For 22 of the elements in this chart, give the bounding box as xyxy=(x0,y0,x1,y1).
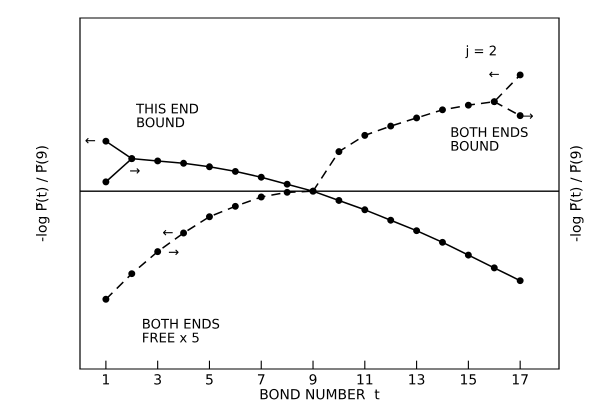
text: BOTH ENDS FREE x 5 xyxy=(143,318,220,343)
x-tick-label: 7 xyxy=(258,374,264,384)
text: j = 2 xyxy=(465,45,496,58)
annotation: ← xyxy=(163,230,173,236)
x-tick-label: 13 xyxy=(409,374,424,385)
x-tick-label: 17 xyxy=(512,374,528,384)
annotation: ← xyxy=(489,72,499,78)
x-tick-label: 11 xyxy=(358,374,372,384)
annotation: → xyxy=(168,250,179,256)
x-tick-label: 3 xyxy=(154,374,161,385)
x-tick-label: 1 xyxy=(103,374,110,384)
annotation: → xyxy=(523,113,534,119)
x-tick-label: 5 xyxy=(206,374,213,385)
y-axis-title: -log P̅(t) / P̅(9) xyxy=(36,146,50,242)
x-tick-label: 9 xyxy=(309,374,316,385)
x-tick-label: 15 xyxy=(461,374,476,385)
annotation: BOTH ENDS BOUND xyxy=(452,127,528,151)
y2-axis-title: -log P̅(t) / P̅(9) xyxy=(570,146,584,242)
annotation: THIS END BOUND xyxy=(136,104,198,128)
annotation: ← xyxy=(85,138,96,144)
x-axis-title: BOND NUMBER t xyxy=(260,388,380,400)
annotation: → xyxy=(130,168,140,174)
